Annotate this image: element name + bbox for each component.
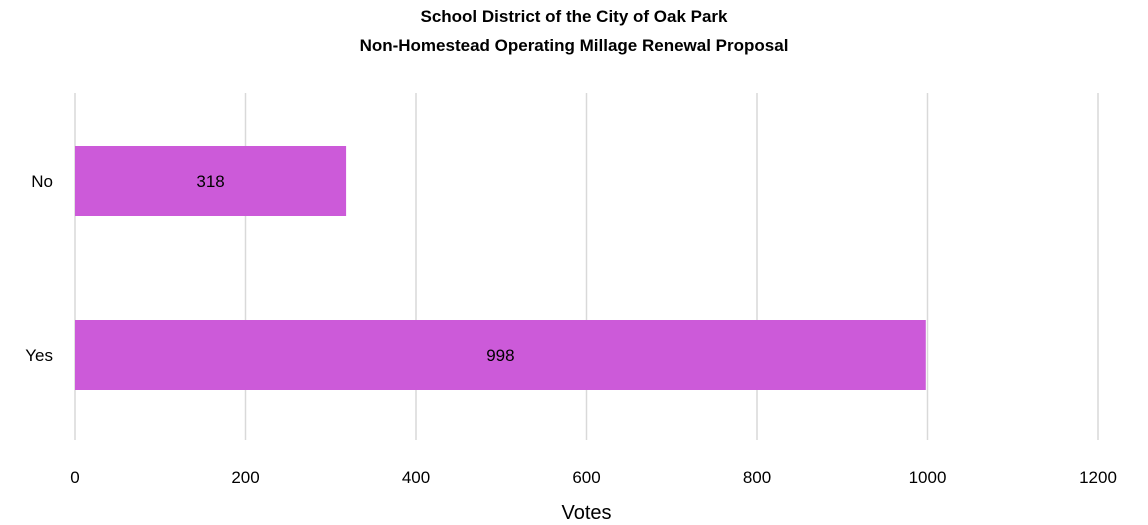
x-tick-label: 1000 xyxy=(909,468,947,487)
data-label-no: 318 xyxy=(196,172,224,191)
x-axis-title: Votes xyxy=(561,502,611,524)
x-tick-label: 1200 xyxy=(1079,468,1117,487)
x-tick-label: 200 xyxy=(231,468,259,487)
x-tick-label: 400 xyxy=(402,468,430,487)
chart-subtitle: Non-Homestead Operating Millage Renewal … xyxy=(359,36,789,55)
bar-no xyxy=(75,146,347,216)
category-label-yes: Yes xyxy=(25,346,53,365)
x-tick-label: 800 xyxy=(743,468,771,487)
bar-yes xyxy=(75,320,926,390)
data-label-yes: 998 xyxy=(486,346,514,365)
x-tick-label: 600 xyxy=(572,468,600,487)
bars: 318 998 xyxy=(75,146,926,390)
chart-title: School District of the City of Oak Park xyxy=(420,7,728,26)
category-label-no: No xyxy=(31,172,53,191)
category-labels: No Yes xyxy=(25,172,53,365)
x-tick-labels: 0 200 400 600 800 1000 1200 xyxy=(70,468,1117,487)
x-tick-label: 0 xyxy=(70,468,79,487)
